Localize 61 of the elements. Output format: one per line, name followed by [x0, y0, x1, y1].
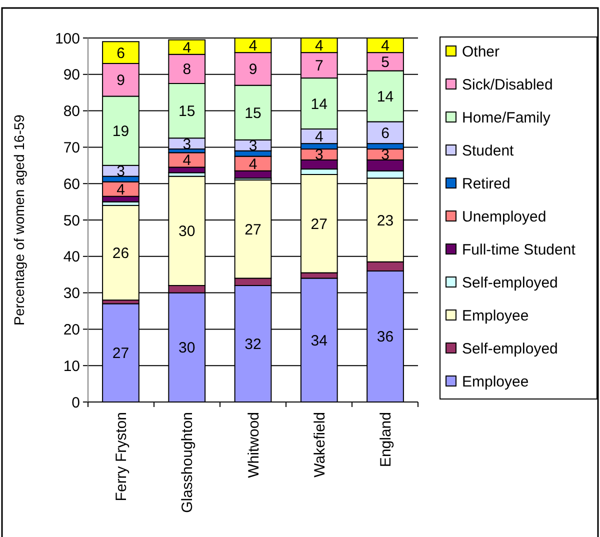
data-label: 34: [310, 332, 328, 350]
data-label: 4: [116, 181, 125, 198]
data-label: 14: [310, 96, 328, 113]
y-tick-label: 20: [63, 321, 80, 338]
data-label: 19: [112, 123, 130, 140]
y-tick-label: 0: [72, 394, 80, 412]
data-label: 27: [112, 345, 130, 362]
x-tick-label: Whitwood: [245, 412, 262, 478]
legend-label: Self-employed: [462, 274, 558, 292]
data-label: 4: [314, 38, 324, 55]
data-label: 3: [248, 138, 258, 155]
y-tick-label: 70: [63, 139, 80, 156]
data-label: 4: [314, 128, 324, 146]
data-label: 26: [112, 245, 130, 262]
data-label: 4: [182, 152, 192, 170]
legend-label: Employee: [462, 307, 529, 324]
data-label: 3: [116, 163, 125, 180]
data-label: 15: [244, 104, 262, 122]
data-label: 8: [182, 61, 192, 78]
x-tick-label: Wakefield: [311, 412, 328, 478]
data-label: 9: [116, 72, 125, 90]
y-tick-label: 10: [63, 358, 80, 375]
y-tick-label: 50: [63, 212, 80, 230]
data-label: 3: [182, 136, 192, 153]
legend-label: Home/Family: [462, 109, 551, 126]
data-label: 4: [182, 39, 192, 56]
legend-label: Self-employed: [462, 340, 558, 358]
y-tick-label: 100: [54, 30, 80, 48]
legend-label: Unemployed: [462, 208, 546, 226]
legend-label: Full-time Student: [462, 241, 576, 258]
data-label: 30: [178, 340, 196, 357]
legend-label: Employee: [462, 373, 529, 390]
x-tick-label: England: [378, 412, 395, 468]
data-label: 4: [248, 38, 258, 55]
data-label: 30: [178, 223, 196, 240]
data-label: 4: [381, 38, 390, 55]
data-label: 9: [248, 61, 258, 78]
y-tick-label: 90: [63, 66, 80, 84]
data-label: 6: [381, 124, 390, 142]
y-axis-title: Percentage of women aged 16-59: [11, 114, 27, 326]
data-label: 5: [381, 54, 390, 71]
legend-label: Student: [462, 142, 515, 160]
y-tick-label: 40: [63, 248, 80, 266]
data-label: 23: [376, 212, 394, 230]
data-label: 27: [310, 216, 328, 233]
data-label: 7: [314, 58, 324, 75]
legend-label: Retired: [462, 175, 510, 192]
legend-label: Sick/Disabled: [462, 76, 553, 94]
data-label: 15: [178, 103, 196, 120]
y-tick-label: 80: [63, 103, 80, 120]
legend-label: Other: [462, 43, 500, 60]
y-tick-label: 30: [63, 285, 80, 302]
data-label: 32: [244, 336, 262, 354]
data-label: 4: [248, 156, 258, 173]
data-label: 27: [244, 221, 262, 238]
y-tick-label: 60: [63, 176, 80, 193]
x-tick-label: Ferry Fryston: [112, 412, 130, 502]
data-label: 36: [376, 328, 394, 346]
x-tick-label: Glasshoughton: [179, 412, 196, 513]
data-label: 14: [376, 88, 394, 106]
data-label: 6: [116, 44, 125, 62]
